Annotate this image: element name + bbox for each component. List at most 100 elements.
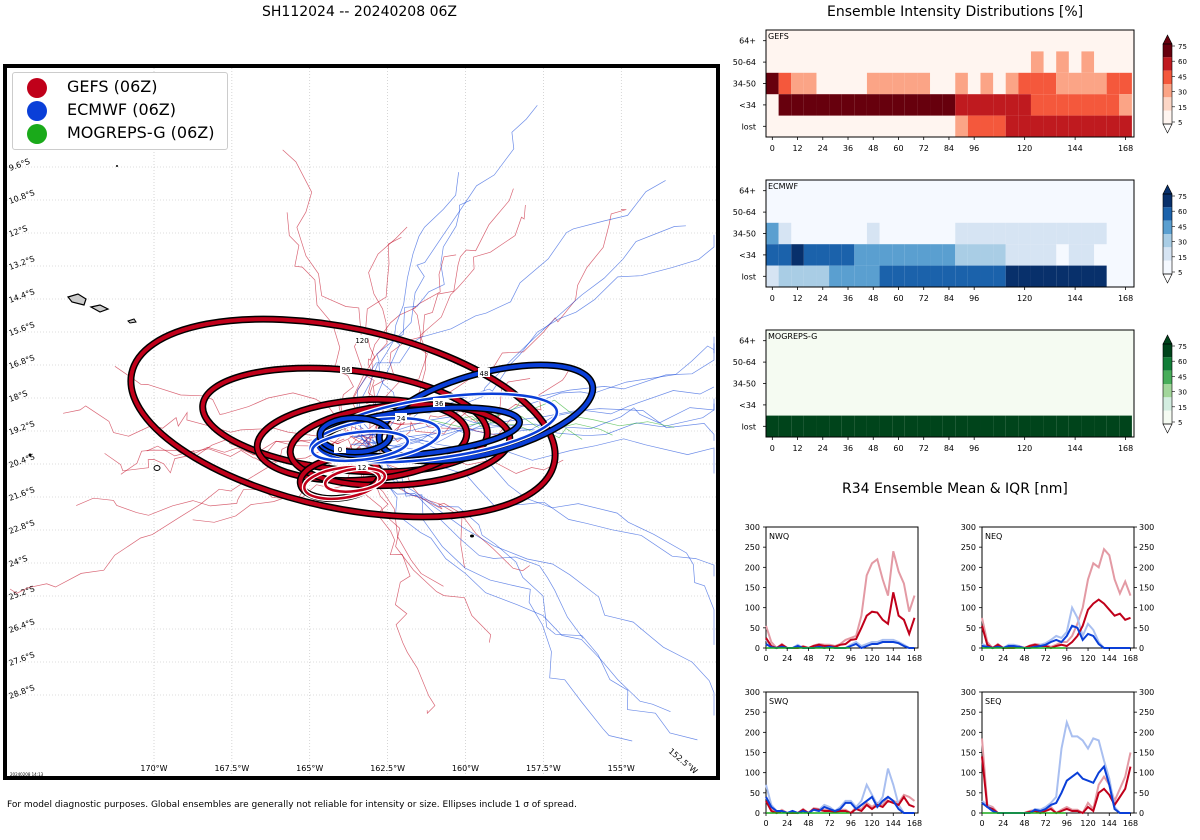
r34-y-label: 150 — [961, 749, 976, 758]
heatmap-frame — [765, 179, 1135, 288]
r34-y-label: 0 — [971, 809, 976, 818]
ensemble-track-line — [114, 366, 371, 445]
colorbar-tick-label: 75 — [1178, 43, 1187, 51]
heatmap-cell — [967, 265, 981, 287]
heatmap-cell — [879, 94, 893, 116]
heatmap-x-label: 72 — [919, 294, 929, 303]
ellipse-label-box — [356, 335, 368, 344]
heatmap-x-label: 84 — [944, 144, 954, 153]
heatmap-cell — [803, 244, 817, 266]
heatmap-cell — [766, 244, 779, 266]
colorbar-tick-label: 30 — [1178, 389, 1187, 397]
legend-label-mogreps: MOGREPS-G (06Z) — [67, 123, 215, 142]
r34-x-label: 96 — [846, 819, 856, 828]
ellipse-label-box — [433, 398, 445, 407]
heatmap-cell — [967, 94, 981, 116]
heatmap-x-label: 24 — [818, 444, 828, 453]
ellipse-label-box — [356, 462, 368, 471]
island-shape — [470, 534, 474, 538]
heatmap-x-label: 144 — [1067, 444, 1082, 453]
ellipse-label-box — [478, 368, 490, 377]
map-frame — [3, 64, 720, 780]
heatmap-cell — [993, 222, 1006, 245]
lon-label: 162.5°W — [370, 764, 405, 773]
heatmap-cell — [955, 222, 968, 245]
colorbar-tick-label: 5 — [1178, 269, 1182, 277]
heatmap-cell — [1081, 415, 1095, 437]
heatmap-cell — [791, 265, 804, 287]
colorbar-segment — [1163, 410, 1172, 424]
colorbar-top-arrow — [1162, 34, 1173, 45]
r34-y-label-right: 250 — [1139, 708, 1154, 717]
colorbar-segment — [1163, 194, 1172, 208]
heatmap-y-label: 64+ — [739, 37, 756, 46]
heatmap-cell — [892, 94, 905, 116]
heatmap-cell — [930, 94, 943, 116]
legend-marker-mogreps — [27, 124, 47, 144]
heatmap-y-label: 64+ — [739, 337, 756, 346]
r34-x-label: 48 — [1019, 819, 1029, 828]
colorbar-bottom-arrow — [1162, 273, 1173, 284]
r34-x-label: 144 — [886, 654, 901, 663]
heatmap-cell — [1030, 115, 1044, 137]
colorbar-tick-label: 15 — [1178, 404, 1187, 412]
heatmap-cell — [1056, 72, 1069, 95]
heatmap-cell — [1018, 115, 1031, 137]
heatmap-cell — [1106, 94, 1120, 116]
r34-panel-swq: SWQ 0 24 48 72 96 120 144 168 300 250 200 150 100 50 0 — [745, 688, 922, 828]
heatmap-cell — [942, 265, 956, 287]
legend-marker-gefs — [27, 78, 47, 98]
heatmap-cell — [1056, 415, 1069, 437]
heatmap-cell — [1043, 415, 1057, 437]
ensemble-track-line — [282, 149, 385, 436]
ensemble-track-line — [357, 413, 520, 456]
heatmap-cell — [1030, 244, 1044, 266]
ellipse-stroke — [324, 467, 386, 493]
heatmap-x-label: 48 — [868, 444, 878, 453]
heatmap-cell — [904, 94, 918, 116]
heatmap-x-label: 96 — [969, 444, 979, 453]
heatmap-cell — [829, 415, 842, 437]
heatmap-y-label: <34 — [739, 401, 756, 410]
heatmap-cell — [917, 72, 931, 95]
r34-panel-label: SEQ — [985, 697, 1001, 706]
heatmap-cell — [1056, 51, 1069, 73]
heatmap-x-label: 0 — [770, 294, 775, 303]
heatmap-x-label: 12 — [792, 294, 802, 303]
heatmap-cell — [980, 265, 994, 287]
ensemble-track-line — [369, 188, 514, 443]
heatmap-cell — [1043, 244, 1057, 266]
heatmap-cell — [866, 222, 880, 245]
colorbar-segment — [1163, 44, 1172, 58]
ellipse-label: 36 — [435, 400, 444, 408]
heatmap-x-label: 120 — [1017, 294, 1032, 303]
colorbar-frame — [1162, 343, 1173, 425]
r34-x-label: 24 — [998, 819, 1008, 828]
r34-x-label: 24 — [782, 654, 792, 663]
r34-y-label-right: 50 — [1139, 789, 1149, 798]
heatmap-x-label: 48 — [868, 294, 878, 303]
heatmap-cell — [866, 244, 880, 266]
r34-y-label: 100 — [961, 604, 976, 613]
heatmap-cell — [778, 72, 792, 95]
colorbar-tick-label: 30 — [1178, 89, 1187, 97]
ellipse-label-box — [334, 444, 346, 453]
heatmap-cell — [1068, 115, 1082, 137]
r34-y-label: 250 — [745, 708, 760, 717]
r34-x-label: 48 — [803, 819, 813, 828]
heatmap-cell — [803, 415, 817, 437]
heatmap-x-label: 72 — [919, 144, 929, 153]
r34-x-label: 72 — [825, 654, 835, 663]
ensemble-track-line — [379, 254, 457, 449]
heatmap-cell — [1094, 222, 1107, 245]
heatmap-cell — [1068, 265, 1082, 287]
heatmap-cell — [1106, 415, 1120, 437]
r34-y-label: 100 — [745, 604, 760, 613]
map-stamp: 20240208 14:13 — [10, 772, 44, 777]
heatmap-cell — [1094, 72, 1107, 95]
r34-y-label: 150 — [961, 584, 976, 593]
heatmap-x-label: 168 — [1118, 144, 1133, 153]
heatmap-cell — [829, 265, 842, 287]
heatmap-cell — [1056, 94, 1069, 116]
heatmap-cell — [1081, 51, 1095, 73]
